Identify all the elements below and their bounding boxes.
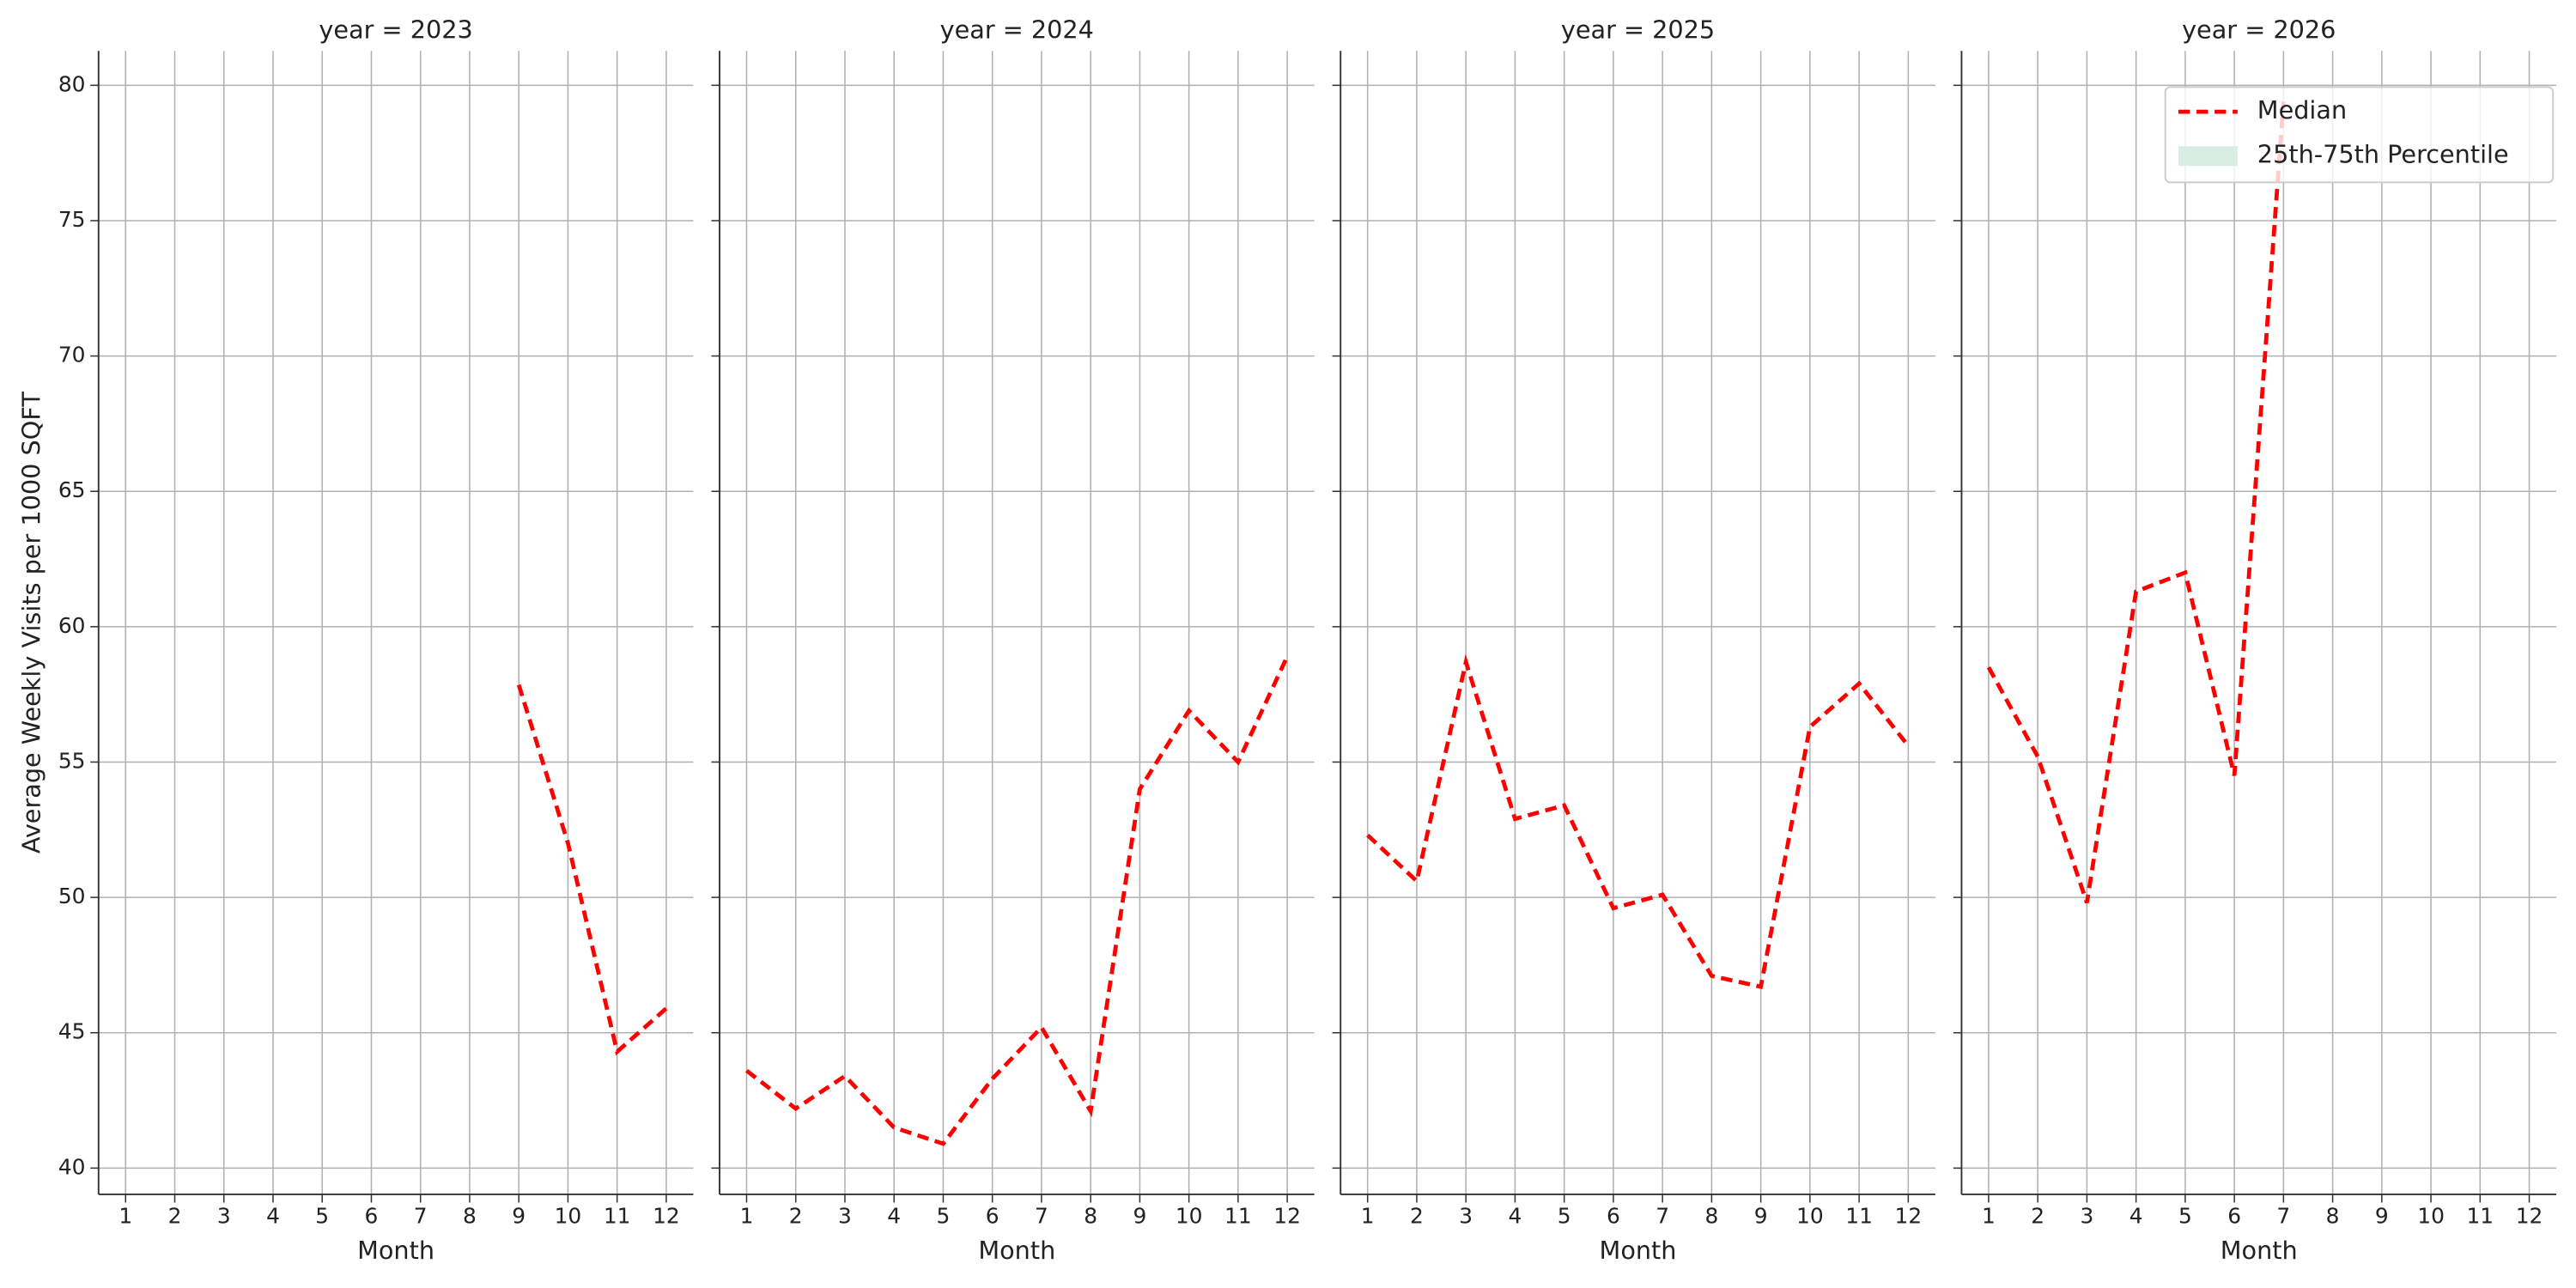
- x-tick-label: 8: [1084, 1204, 1097, 1229]
- x-tick-label: 5: [1558, 1204, 1571, 1229]
- legend-label: 25th-75th Percentile: [2257, 140, 2509, 169]
- median-line: [1366, 653, 1911, 990]
- x-tick-label: 5: [315, 1204, 329, 1229]
- x-axis-label: Month: [357, 1236, 434, 1265]
- x-tick-label: 4: [1509, 1204, 1522, 1229]
- median-line: [745, 655, 1290, 1146]
- x-tick-label: 10: [2417, 1204, 2445, 1229]
- legend-swatch: [2178, 146, 2238, 167]
- x-tick-label: 11: [2466, 1204, 2494, 1229]
- x-tick-label: 11: [1224, 1204, 1252, 1229]
- y-tick-label: 75: [58, 207, 86, 232]
- x-tick-label: 2: [789, 1204, 803, 1229]
- x-tick-label: 5: [937, 1204, 951, 1229]
- x-tick-label: 6: [2227, 1204, 2241, 1229]
- x-tick-label: 5: [2178, 1204, 2192, 1229]
- y-axis-label: Average Weekly Visits per 1000 SQFT: [16, 392, 46, 854]
- panel-title: year = 2023: [319, 15, 472, 44]
- panel-title: year = 2025: [1561, 15, 1715, 44]
- x-tick-label: 10: [1176, 1204, 1203, 1229]
- y-tick-label: 45: [58, 1019, 86, 1044]
- x-tick-label: 1: [1361, 1204, 1375, 1229]
- x-tick-label: 12: [1273, 1204, 1301, 1229]
- x-tick-label: 10: [1796, 1204, 1824, 1229]
- legend-label: Median: [2257, 95, 2347, 125]
- x-tick-label: 2: [1410, 1204, 1424, 1229]
- x-tick-label: 4: [887, 1204, 901, 1229]
- x-tick-label: 1: [740, 1204, 754, 1229]
- legend-box: [2164, 86, 2555, 184]
- x-tick-label: 11: [604, 1204, 631, 1229]
- x-tick-label: 4: [2129, 1204, 2143, 1229]
- x-tick-label: 8: [463, 1204, 477, 1229]
- x-tick-label: 9: [512, 1204, 526, 1229]
- x-tick-label: 12: [1895, 1204, 1923, 1229]
- y-tick-label: 65: [58, 477, 86, 502]
- x-tick-label: 6: [365, 1204, 379, 1229]
- y-tick-label: 40: [58, 1154, 86, 1179]
- x-axis-label: Month: [2221, 1236, 2298, 1265]
- x-tick-label: 3: [838, 1204, 852, 1229]
- x-tick-label: 7: [1656, 1204, 1669, 1229]
- x-tick-label: 8: [1704, 1204, 1718, 1229]
- x-tick-label: 12: [2516, 1204, 2543, 1229]
- y-tick-label: 50: [58, 884, 86, 908]
- x-tick-label: 9: [2375, 1204, 2389, 1229]
- x-tick-label: 1: [118, 1204, 132, 1229]
- x-tick-label: 12: [653, 1204, 680, 1229]
- x-tick-label: 7: [1035, 1204, 1048, 1229]
- y-tick-label: 70: [58, 343, 86, 368]
- x-tick-label: 7: [2276, 1204, 2290, 1229]
- x-tick-label: 11: [1845, 1204, 1873, 1229]
- x-tick-label: 7: [414, 1204, 428, 1229]
- x-tick-label: 8: [2326, 1204, 2340, 1229]
- x-tick-label: 6: [986, 1204, 999, 1229]
- y-tick-label: 80: [58, 71, 86, 96]
- y-tick-label: 55: [58, 748, 86, 773]
- x-tick-label: 1: [1982, 1204, 1996, 1229]
- x-axis-label: Month: [978, 1236, 1055, 1265]
- median-line: [1986, 101, 2286, 904]
- x-tick-label: 9: [1754, 1204, 1768, 1229]
- x-tick-label: 10: [555, 1204, 582, 1229]
- x-tick-label: 3: [2080, 1204, 2093, 1229]
- x-tick-label: 2: [168, 1204, 182, 1229]
- x-tick-label: 6: [1607, 1204, 1620, 1229]
- x-axis-label: Month: [1600, 1236, 1677, 1265]
- y-tick-label: 60: [58, 613, 86, 638]
- x-tick-label: 2: [2031, 1204, 2044, 1229]
- x-tick-label: 3: [1459, 1204, 1473, 1229]
- panel-title: year = 2026: [2182, 15, 2336, 44]
- x-tick-label: 3: [217, 1204, 231, 1229]
- x-tick-label: 4: [266, 1204, 280, 1229]
- median-line: [516, 683, 668, 1056]
- x-tick-label: 9: [1133, 1204, 1146, 1229]
- panel-title: year = 2024: [940, 15, 1094, 44]
